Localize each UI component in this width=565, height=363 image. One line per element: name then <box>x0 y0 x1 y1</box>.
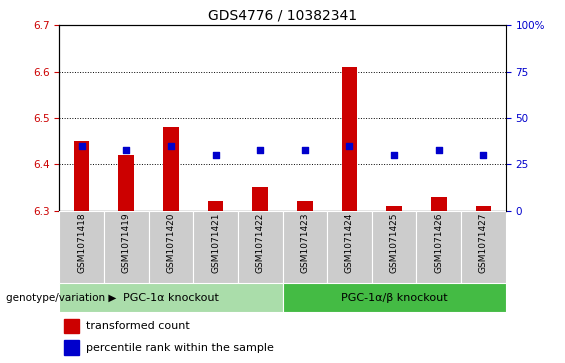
Text: GSM1071425: GSM1071425 <box>390 213 398 273</box>
Point <box>122 147 131 153</box>
Bar <box>163 127 179 211</box>
Bar <box>372 211 416 283</box>
Text: PGC-1α/β knockout: PGC-1α/β knockout <box>341 293 447 303</box>
Text: PGC-1α knockout: PGC-1α knockout <box>123 293 219 303</box>
Text: GSM1071427: GSM1071427 <box>479 213 488 273</box>
Point <box>434 147 444 153</box>
Text: GSM1071421: GSM1071421 <box>211 213 220 273</box>
Text: percentile rank within the sample: percentile rank within the sample <box>86 343 274 352</box>
Bar <box>342 67 357 211</box>
Bar <box>282 211 327 283</box>
Bar <box>386 206 402 211</box>
Bar <box>74 141 89 211</box>
Point <box>255 147 264 153</box>
Point <box>479 152 488 158</box>
Bar <box>64 319 80 334</box>
Text: GSM1071419: GSM1071419 <box>122 213 131 273</box>
Bar <box>282 283 506 312</box>
Bar <box>461 211 506 283</box>
Text: GSM1071418: GSM1071418 <box>77 213 86 273</box>
Bar <box>149 211 193 283</box>
Point <box>211 152 220 158</box>
Bar <box>208 201 223 211</box>
Point <box>345 143 354 148</box>
Point <box>77 143 86 148</box>
Bar <box>59 211 104 283</box>
Bar <box>193 211 238 283</box>
Bar <box>476 206 491 211</box>
Bar <box>119 155 134 211</box>
Point <box>390 152 399 158</box>
Text: GSM1071424: GSM1071424 <box>345 213 354 273</box>
Point <box>167 143 176 148</box>
Bar <box>327 211 372 283</box>
Bar <box>431 197 446 211</box>
Bar <box>64 340 80 355</box>
Text: GSM1071423: GSM1071423 <box>301 213 309 273</box>
Bar <box>59 283 282 312</box>
Text: GSM1071422: GSM1071422 <box>256 213 264 273</box>
Title: GDS4776 / 10382341: GDS4776 / 10382341 <box>208 9 357 23</box>
Bar <box>297 201 312 211</box>
Text: transformed count: transformed count <box>86 321 190 331</box>
Bar <box>253 187 268 211</box>
Text: GSM1071420: GSM1071420 <box>167 213 175 273</box>
Bar <box>238 211 282 283</box>
Text: GSM1071426: GSM1071426 <box>434 213 443 273</box>
Bar <box>416 211 461 283</box>
Bar <box>104 211 149 283</box>
Text: genotype/variation ▶: genotype/variation ▶ <box>6 293 116 303</box>
Point <box>301 147 310 153</box>
